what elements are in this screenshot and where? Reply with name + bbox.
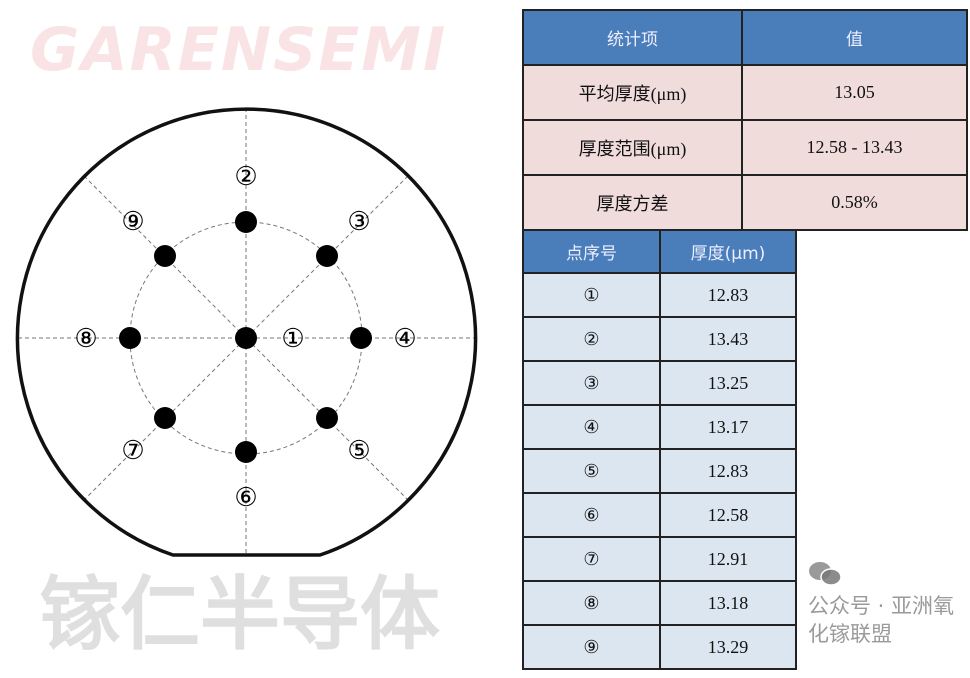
table-row: ⑦ 12.91	[522, 536, 797, 582]
stat-label: 厚度范围(μm)	[522, 119, 743, 176]
stat-value: 0.58%	[741, 174, 968, 231]
point-thickness: 12.58	[659, 492, 797, 538]
footer-text: 公众号 · 亚洲氧化镓联盟	[808, 594, 955, 646]
measurement-point	[154, 245, 176, 267]
point-label: ⑥	[234, 483, 257, 513]
point-label: ⑦	[121, 436, 144, 466]
wafer-diagram: ① ② ③ ④ ⑤ ⑥ ⑦ ⑧ ⑨	[15, 107, 478, 557]
point-number: ⑨	[522, 624, 661, 670]
point-thickness: 12.83	[659, 272, 797, 318]
point-label: ③	[347, 207, 370, 237]
point-number: ⑦	[522, 536, 661, 582]
measurement-point	[350, 327, 372, 349]
table-row: ② 13.43	[522, 316, 797, 362]
footer-watermark: 公众号 · 亚洲氧化镓联盟	[808, 560, 966, 648]
table-row: 平均厚度(μm) 13.05	[522, 64, 968, 121]
point-thickness: 13.43	[659, 316, 797, 362]
watermark-cn: 镓仁半导体	[40, 568, 440, 661]
measurement-point	[235, 327, 257, 349]
point-number: ⑤	[522, 448, 661, 494]
table-row: ⑨ 13.29	[522, 624, 797, 670]
point-number: ④	[522, 404, 661, 450]
point-number: ③	[522, 360, 661, 406]
point-label: ①	[281, 324, 304, 354]
point-thickness: 12.91	[659, 536, 797, 582]
stats-header-value: 值	[741, 9, 968, 66]
stat-value: 13.05	[741, 64, 968, 121]
point-label: ④	[393, 324, 416, 354]
points-table: 点序号 厚度(μm) ① 12.83 ② 13.43 ③ 13.25 ④ 13.17 ⑤ 12.8…	[522, 229, 797, 670]
stats-table: 统计项 值 平均厚度(μm) 13.05 厚度范围(μm) 12.58 - 13…	[522, 9, 968, 231]
point-thickness: 13.29	[659, 624, 797, 670]
wechat-icon	[809, 562, 842, 586]
point-labels: ① ② ③ ④ ⑤ ⑥ ⑦ ⑧ ⑨	[74, 162, 416, 513]
point-thickness: 12.83	[659, 448, 797, 494]
point-number: ⑧	[522, 580, 661, 626]
stat-label: 厚度方差	[522, 174, 743, 231]
measurement-point	[235, 441, 257, 463]
point-label: ⑤	[347, 436, 370, 466]
table-row: 厚度方差 0.58%	[522, 174, 968, 231]
point-thickness: 13.25	[659, 360, 797, 406]
table-row: ① 12.83	[522, 272, 797, 318]
table-row: 厚度范围(μm) 12.58 - 13.43	[522, 119, 968, 176]
stat-label: 平均厚度(μm)	[522, 64, 743, 121]
stats-header-item: 统计项	[522, 9, 743, 66]
measurement-point	[316, 407, 338, 429]
stats-header-row: 统计项 值	[522, 9, 968, 66]
table-row: ③ 13.25	[522, 360, 797, 406]
table-row: ⑧ 13.18	[522, 580, 797, 626]
wafer-outline	[15, 107, 478, 557]
measurement-point	[316, 245, 338, 267]
stat-value: 12.58 - 13.43	[741, 119, 968, 176]
point-number: ②	[522, 316, 661, 362]
points-header-row: 点序号 厚度(μm)	[522, 229, 797, 274]
measurement-point	[154, 407, 176, 429]
point-label: ②	[234, 162, 257, 192]
table-row: ⑤ 12.83	[522, 448, 797, 494]
table-row: ⑥ 12.58	[522, 492, 797, 538]
table-row: ④ 13.17	[522, 404, 797, 450]
points-header-point: 点序号	[522, 229, 661, 274]
point-label: ⑨	[121, 207, 144, 237]
point-label: ⑧	[74, 324, 97, 354]
point-thickness: 13.18	[659, 580, 797, 626]
measurement-points	[119, 211, 372, 463]
measurement-point	[119, 327, 141, 349]
point-thickness: 13.17	[659, 404, 797, 450]
points-header-thickness: 厚度(μm)	[659, 229, 797, 274]
measurement-point	[235, 211, 257, 233]
point-number: ⑥	[522, 492, 661, 538]
point-number: ①	[522, 272, 661, 318]
